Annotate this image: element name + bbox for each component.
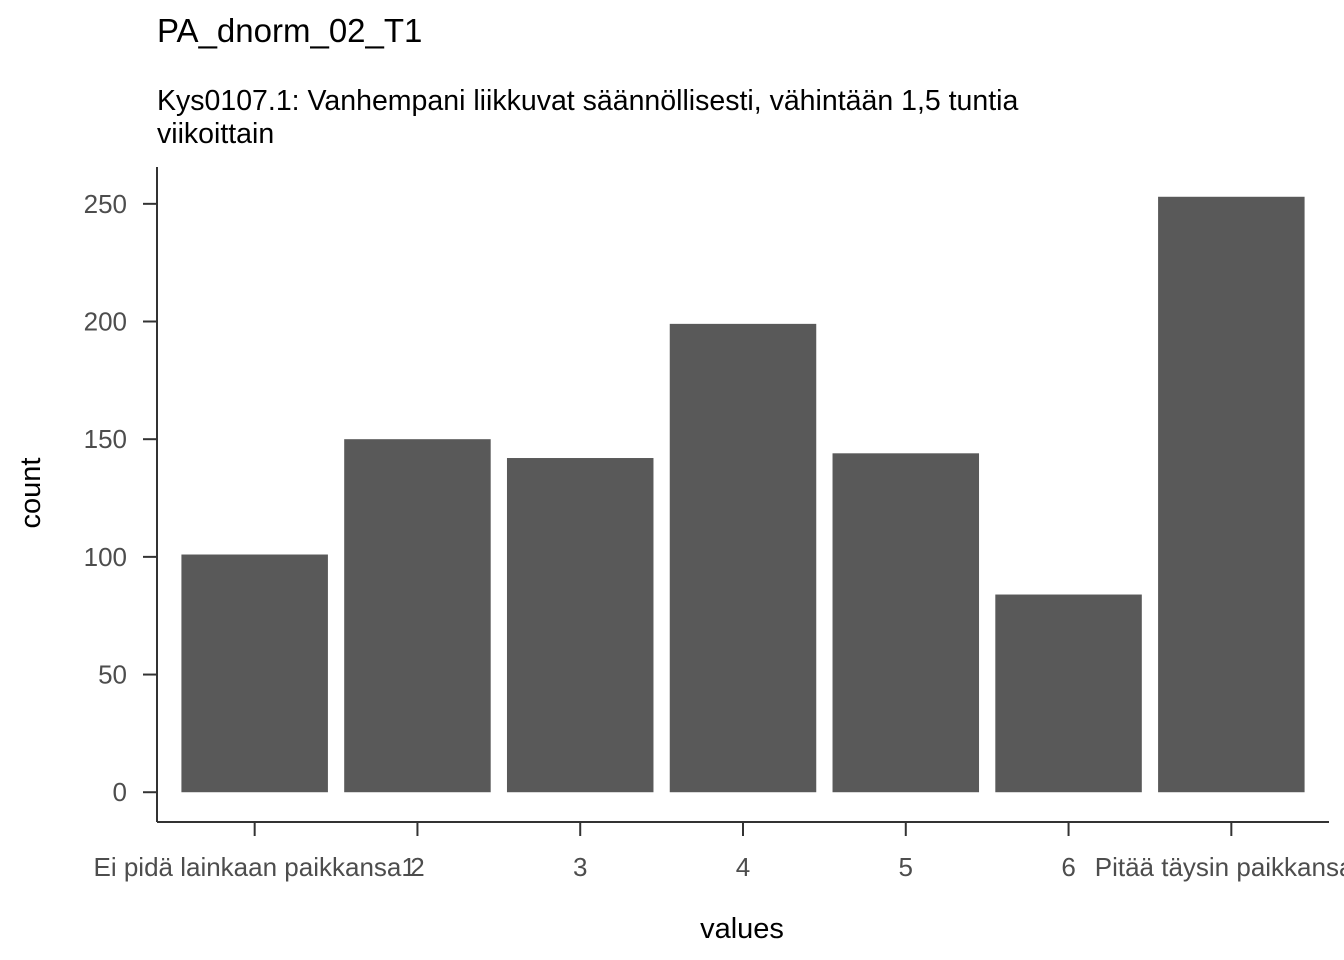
- x-tick-label: Pitää täysin paikkansa7: [1095, 852, 1344, 882]
- bar-2: [344, 439, 491, 793]
- y-tick-label: 0: [113, 777, 127, 807]
- bar-7: [1158, 196, 1305, 793]
- chart-subtitle-line-1: Kys0107.1: Vanhempani liikkuvat säännöll…: [157, 85, 1018, 117]
- bar-4: [669, 323, 817, 793]
- x-axis-title: values: [700, 913, 784, 945]
- bar-5: [832, 453, 980, 793]
- y-tick-label: 250: [84, 189, 127, 219]
- x-tick-label: 3: [573, 852, 587, 882]
- bars-group: [181, 196, 1305, 793]
- chart-title: PA_dnorm_02_T1: [157, 12, 422, 49]
- bar-1: [181, 554, 328, 793]
- x-tick-label: 2: [410, 852, 424, 882]
- x-tick-label: 4: [736, 852, 750, 882]
- chart-subtitle-line-2: viikoittain: [157, 118, 274, 150]
- y-tick-label: 200: [84, 307, 127, 337]
- y-tick-label: 100: [84, 542, 127, 572]
- x-tick-label: 6: [1061, 852, 1075, 882]
- bar-6: [995, 594, 1142, 793]
- bar-3: [506, 458, 654, 793]
- x-tick-label: Ei pidä lainkaan paikkansa1: [93, 852, 415, 882]
- y-axis-ticks: 0 50 100 150 200 250: [84, 189, 157, 807]
- x-tick-label: 5: [899, 852, 913, 882]
- y-tick-label: 150: [84, 424, 127, 454]
- y-axis-title: count: [15, 458, 47, 529]
- y-tick-label: 50: [98, 660, 127, 690]
